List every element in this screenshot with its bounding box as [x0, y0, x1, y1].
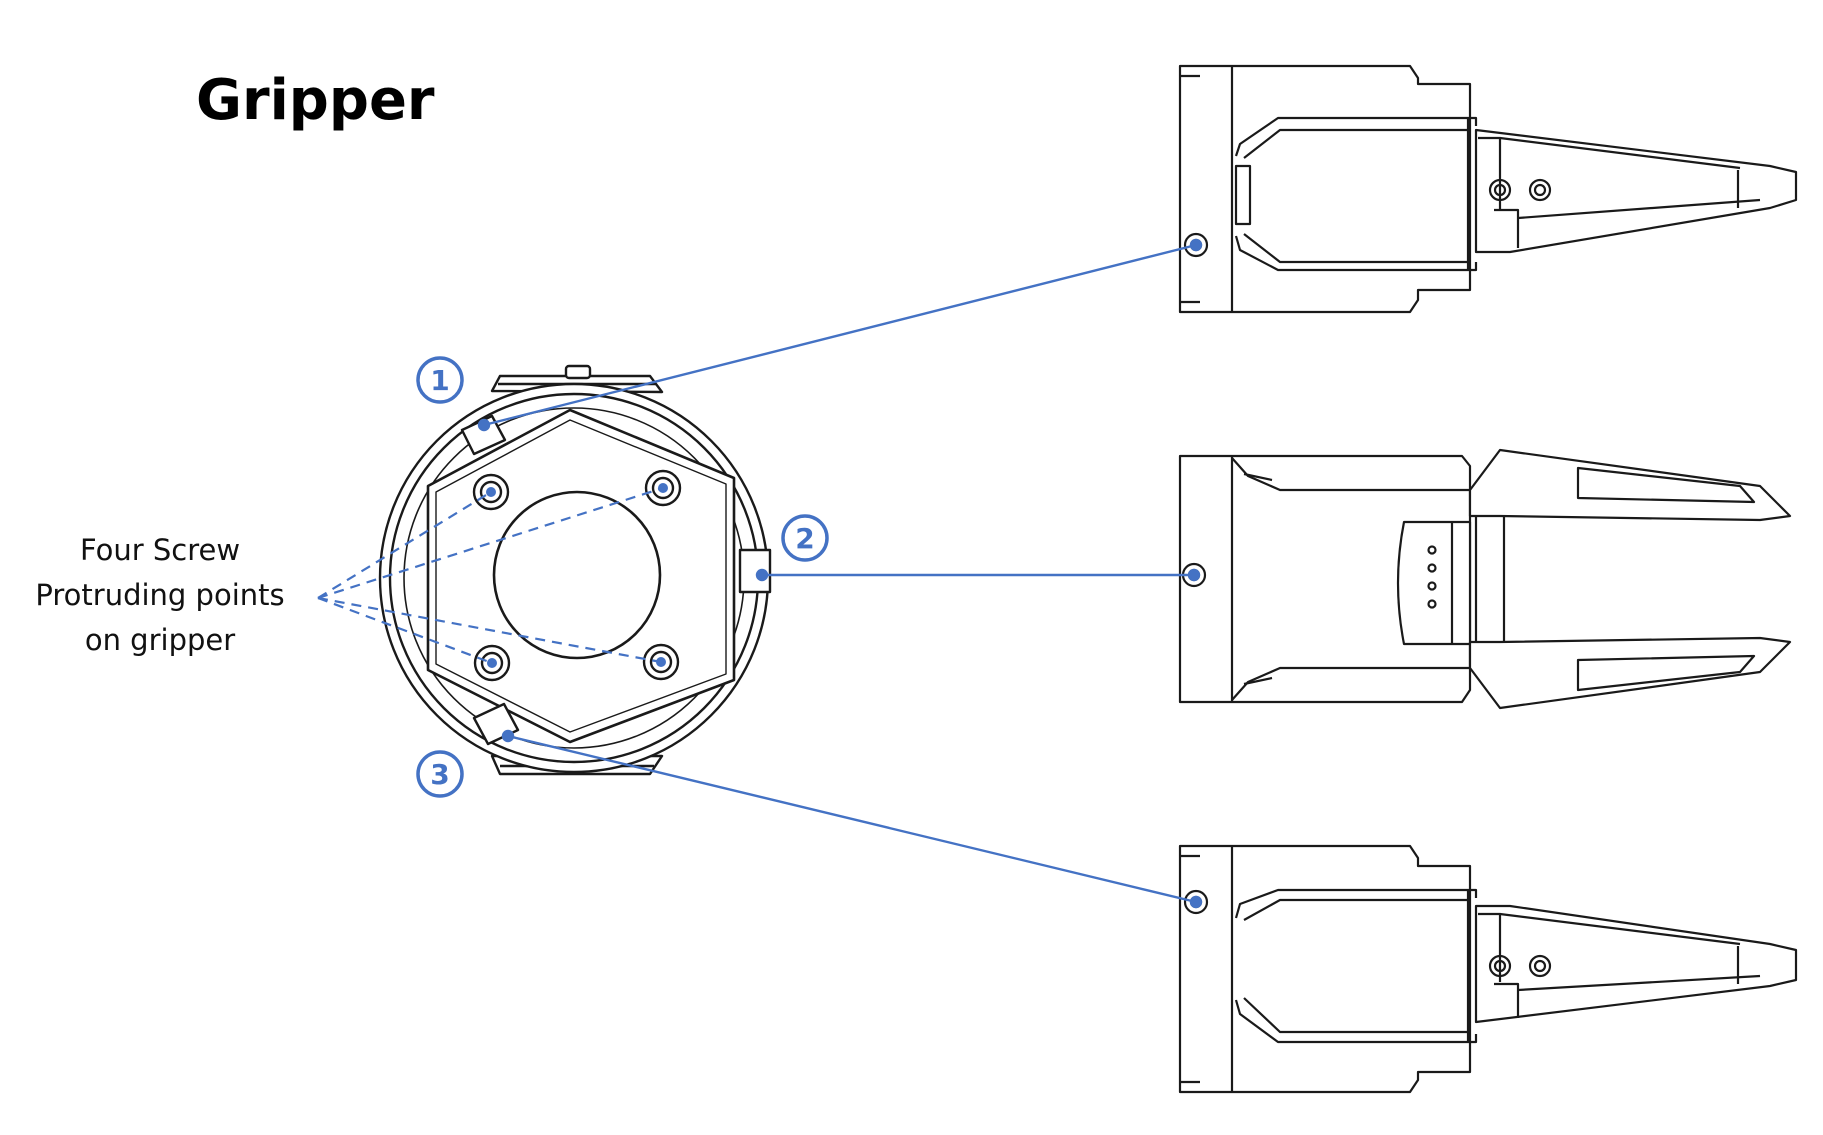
leader-3: [507, 734, 1197, 904]
callout-2-number: 2: [795, 522, 814, 555]
leader-lines: [477, 238, 1203, 909]
screw-holes: [472, 469, 682, 682]
gripper-bottom-view: [378, 364, 772, 776]
gripper-side-view-2: [1178, 448, 1792, 710]
callout-3: 3: [416, 750, 464, 798]
annotation-line-2: Protruding points: [35, 578, 285, 612]
callout-1-number: 1: [430, 364, 449, 397]
annotation-line-1: Four Screw: [79, 533, 241, 567]
protrusion-2: [738, 548, 772, 594]
gripper-side-view-1: [1178, 64, 1798, 314]
callout-1: 1: [416, 356, 464, 404]
page-title: Gripper: [196, 68, 435, 133]
screw-pointer-dots: [486, 483, 668, 668]
gripper-side-view-3: [1178, 844, 1798, 1094]
screw-annotation: Four Screw Protruding points on gripper: [10, 528, 310, 663]
callout-3-number: 3: [430, 758, 449, 791]
screw-pointer-lines: [317, 486, 664, 665]
leader-1: [483, 243, 1197, 427]
callout-2: 2: [781, 514, 829, 562]
annotation-line-3: on gripper: [84, 623, 236, 657]
